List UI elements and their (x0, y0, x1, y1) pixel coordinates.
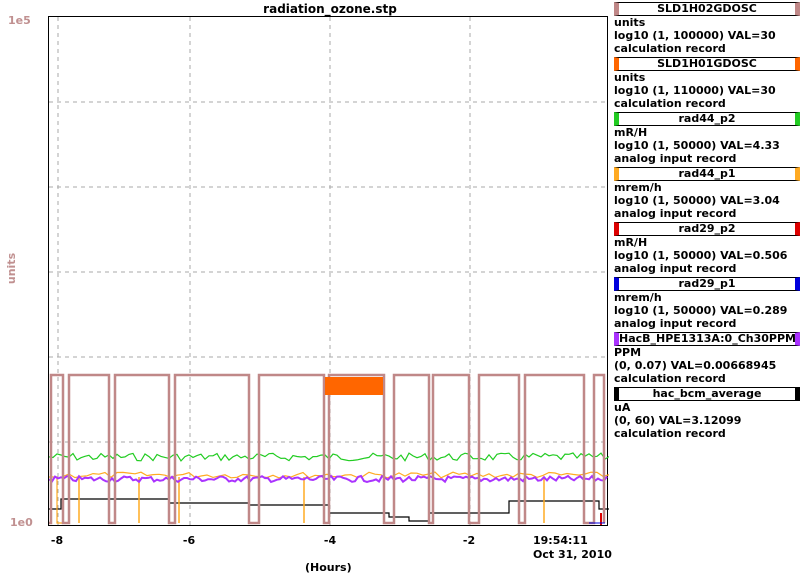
legend-name-box[interactable]: hac_bcm_average (614, 387, 800, 401)
legend-item-sld1h01gdosc[interactable]: SLD1H01GDOSC units log10 (1, 110000) VAL… (614, 57, 800, 110)
legend-scale: (0, 60) VAL=3.12099 (614, 414, 742, 427)
legend-item-hacb-ppm[interactable]: HacB_HPE1313A:0_Ch30PPM PPM (0, 0.07) VA… (614, 332, 800, 385)
y-axis-top-tick: 1e5 (8, 14, 31, 27)
legend-scale: log10 (1, 110000) VAL=30 (614, 84, 776, 97)
legend-name-box[interactable]: SLD1H01GDOSC (614, 57, 800, 71)
x-axis-label: (Hours) (305, 561, 352, 574)
plot-title: radiation_ozone.stp (263, 2, 397, 16)
trace-sld1h01gdosc-block (325, 377, 383, 395)
legend-item-rad44-p1[interactable]: rad44_p1 mrem/h log10 (1, 50000) VAL=3.0… (614, 167, 800, 220)
legend-name-box[interactable]: rad44_p2 (614, 112, 800, 126)
x-tick-minus-4: -4 (323, 534, 337, 547)
legend-name-box[interactable]: rad29_p2 (614, 222, 800, 236)
x-axis-end-time: 19:54:11 (533, 534, 588, 547)
legend-scale: log10 (1, 50000) VAL=0.289 (614, 304, 788, 317)
legend-record-type: calculation record (614, 372, 726, 385)
legend-scale: log10 (1, 50000) VAL=4.33 (614, 139, 780, 152)
legend-scale: log10 (1, 50000) VAL=3.04 (614, 194, 780, 207)
strip-chart-canvas (49, 17, 609, 527)
legend-item-rad29-p2[interactable]: rad29_p2 mR/H log10 (1, 50000) VAL=0.506… (614, 222, 800, 275)
legend-name-box[interactable]: SLD1H02GDOSC (614, 2, 800, 16)
legend-unit: units (614, 16, 646, 29)
x-tick-minus-6: -6 (182, 534, 196, 547)
legend-item-sld1h02gdosc[interactable]: SLD1H02GDOSC units log10 (1, 100000) VAL… (614, 2, 800, 55)
legend-panel: SLD1H02GDOSC units log10 (1, 100000) VAL… (614, 0, 800, 440)
x-axis-end-date: Oct 31, 2010 (533, 548, 612, 561)
legend-unit: mrem/h (614, 181, 662, 194)
legend-record-type: analog input record (614, 317, 737, 330)
legend-unit: uA (614, 401, 631, 414)
strip-chart-plot-area[interactable] (48, 16, 609, 527)
legend-scale: log10 (1, 50000) VAL=0.506 (614, 249, 788, 262)
legend-scale: (0, 0.07) VAL=0.00668945 (614, 359, 777, 372)
x-tick-minus-2: -2 (462, 534, 476, 547)
legend-scale: log10 (1, 100000) VAL=30 (614, 29, 776, 42)
legend-item-rad44-p2[interactable]: rad44_p2 mR/H log10 (1, 50000) VAL=4.33 … (614, 112, 800, 165)
legend-name-box[interactable]: rad29_p1 (614, 277, 800, 291)
legend-name-box[interactable]: rad44_p1 (614, 167, 800, 181)
y-axis-bottom-tick: 1e0 (10, 516, 33, 529)
legend-record-type: calculation record (614, 427, 726, 440)
legend-name-box[interactable]: HacB_HPE1313A:0_Ch30PPM (614, 332, 800, 346)
legend-record-type: analog input record (614, 207, 737, 220)
legend-record-type: calculation record (614, 42, 726, 55)
y-axis-label: units (5, 252, 19, 285)
trace-sld1h02gdosc (49, 373, 606, 525)
legend-unit: mR/H (614, 126, 648, 139)
legend-unit: mrem/h (614, 291, 662, 304)
legend-item-hac-bcm-average[interactable]: hac_bcm_average uA (0, 60) VAL=3.12099 c… (614, 387, 800, 440)
legend-unit: units (614, 71, 646, 84)
legend-unit: PPM (614, 346, 642, 359)
legend-record-type: analog input record (614, 262, 737, 275)
legend-item-rad29-p1[interactable]: rad29_p1 mrem/h log10 (1, 50000) VAL=0.2… (614, 277, 800, 330)
legend-record-type: analog input record (614, 152, 737, 165)
legend-record-type: calculation record (614, 97, 726, 110)
legend-unit: mR/H (614, 236, 648, 249)
x-tick-minus-8: -8 (50, 534, 64, 547)
